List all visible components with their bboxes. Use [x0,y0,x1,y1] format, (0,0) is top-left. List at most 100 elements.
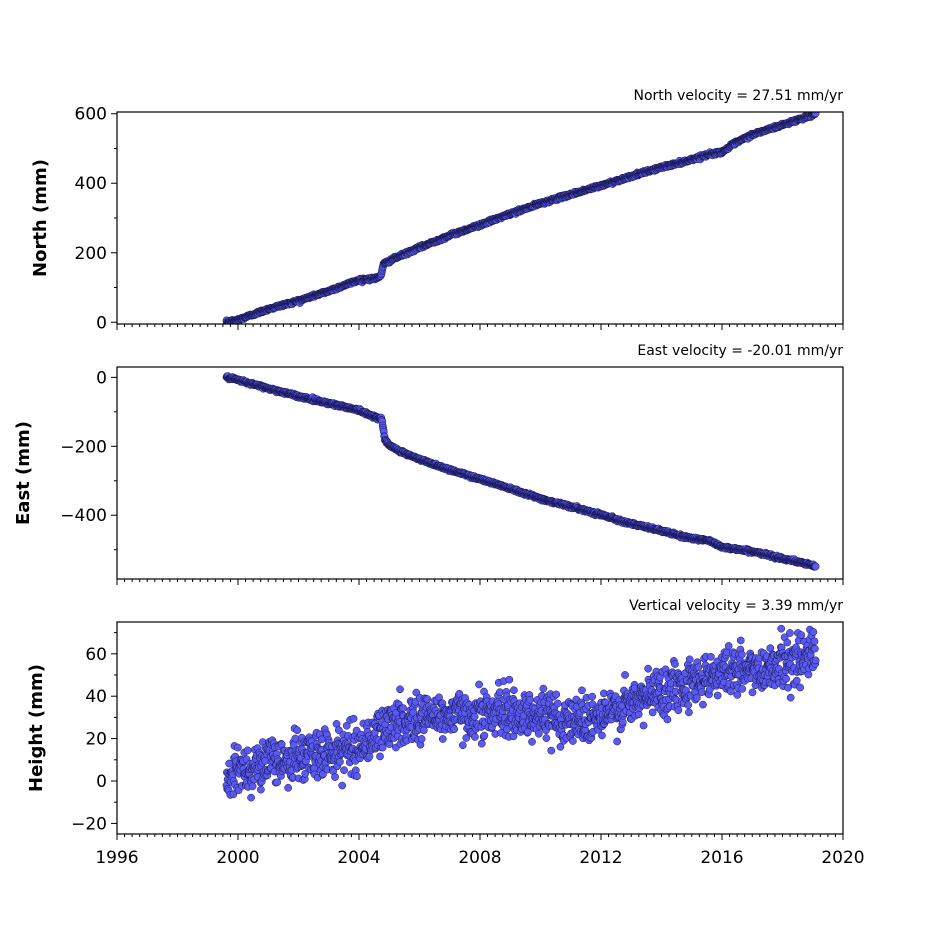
data-point [342,721,351,730]
data-point [613,737,621,746]
data-point [786,693,795,702]
data-point [553,699,562,708]
data-point [618,718,627,726]
east-ylabel: East (mm) [13,421,34,525]
height-panel: Vertical velocity = 3.39 mm/yr Height (m… [26,598,865,868]
data-point [738,650,746,659]
y-tick-label: 400 [75,174,107,194]
data-point [674,706,683,715]
y-tick-label: 200 [75,244,107,264]
data-point [811,562,820,571]
data-point [510,686,518,695]
data-point [293,726,302,735]
data-point [621,671,629,679]
data-point [450,725,458,734]
data-point [528,737,536,746]
data-point [738,685,747,693]
east-axes-frame [116,366,844,580]
data-point [257,785,265,794]
north-ticks: 0 200 400 600 [75,105,844,333]
data-point [229,790,238,799]
data-point [809,628,818,636]
data-point [724,642,733,650]
data-point [811,644,819,653]
data-point [600,689,608,698]
north-ylabel: North (mm) [30,159,51,277]
data-point [438,735,447,743]
north-axes-frame [116,111,844,325]
data-point [301,769,310,778]
data-point [365,752,374,761]
data-point [578,686,586,695]
data-point [396,685,404,694]
y-tick-label: 0 [96,368,107,388]
data-point [733,691,742,699]
data-point [569,737,577,745]
data-point [796,683,804,692]
data-point [496,688,504,697]
data-point [699,700,707,709]
data-point [644,664,652,673]
data-point [247,793,255,802]
data-point [340,766,348,775]
data-point [423,695,432,703]
data-point [748,688,757,697]
data-point [792,676,801,685]
data-point [639,721,648,730]
data-point [547,746,556,755]
data-point [336,757,344,766]
data-point [462,734,471,742]
data-point [248,782,257,791]
data-point [663,715,672,724]
north-title: North velocity = 27.51 mm/yr [633,88,843,104]
data-point [417,735,426,743]
data-point [234,743,242,752]
data-point [542,734,551,742]
data-point [777,624,786,633]
data-point [783,638,792,647]
data-point [378,743,387,752]
height-points [222,624,820,802]
data-point [693,693,701,702]
data-point [273,778,282,787]
y-tick-label: 0 [96,313,107,333]
data-point [811,112,820,118]
data-point [811,656,820,665]
data-point [526,695,534,704]
data-point [539,684,548,693]
data-point [534,729,543,738]
data-point [598,731,606,740]
data-point [556,743,565,751]
data-point [376,752,384,761]
data-point [420,726,428,735]
north-points [222,112,820,324]
data-point [349,714,358,723]
data-point [648,708,657,717]
data-point [727,687,735,696]
y-tick-label: 600 [75,105,107,125]
data-point [786,629,794,637]
data-point [338,781,347,790]
y-tick-label: −200 [60,437,107,457]
data-point [225,759,233,768]
data-point [685,655,694,664]
data-point [588,692,597,701]
data-point [284,783,292,792]
data-point [243,746,252,755]
east-title: East velocity = -20.01 mm/yr [637,343,843,359]
data-point [784,683,792,692]
east-panel: East velocity = -20.01 mm/yr East (mm) 0… [13,343,844,585]
data-point [782,674,790,683]
data-point [458,741,467,750]
north-panel: North velocity = 27.51 mm/yr North (mm) … [30,88,844,333]
data-point [505,675,514,684]
data-point [797,631,806,639]
y-tick-label: −400 [60,506,107,526]
data-point [684,701,693,709]
data-point [736,636,745,645]
data-point [470,712,479,721]
data-point [480,731,489,740]
height-ylabel: Height (mm) [26,664,47,792]
